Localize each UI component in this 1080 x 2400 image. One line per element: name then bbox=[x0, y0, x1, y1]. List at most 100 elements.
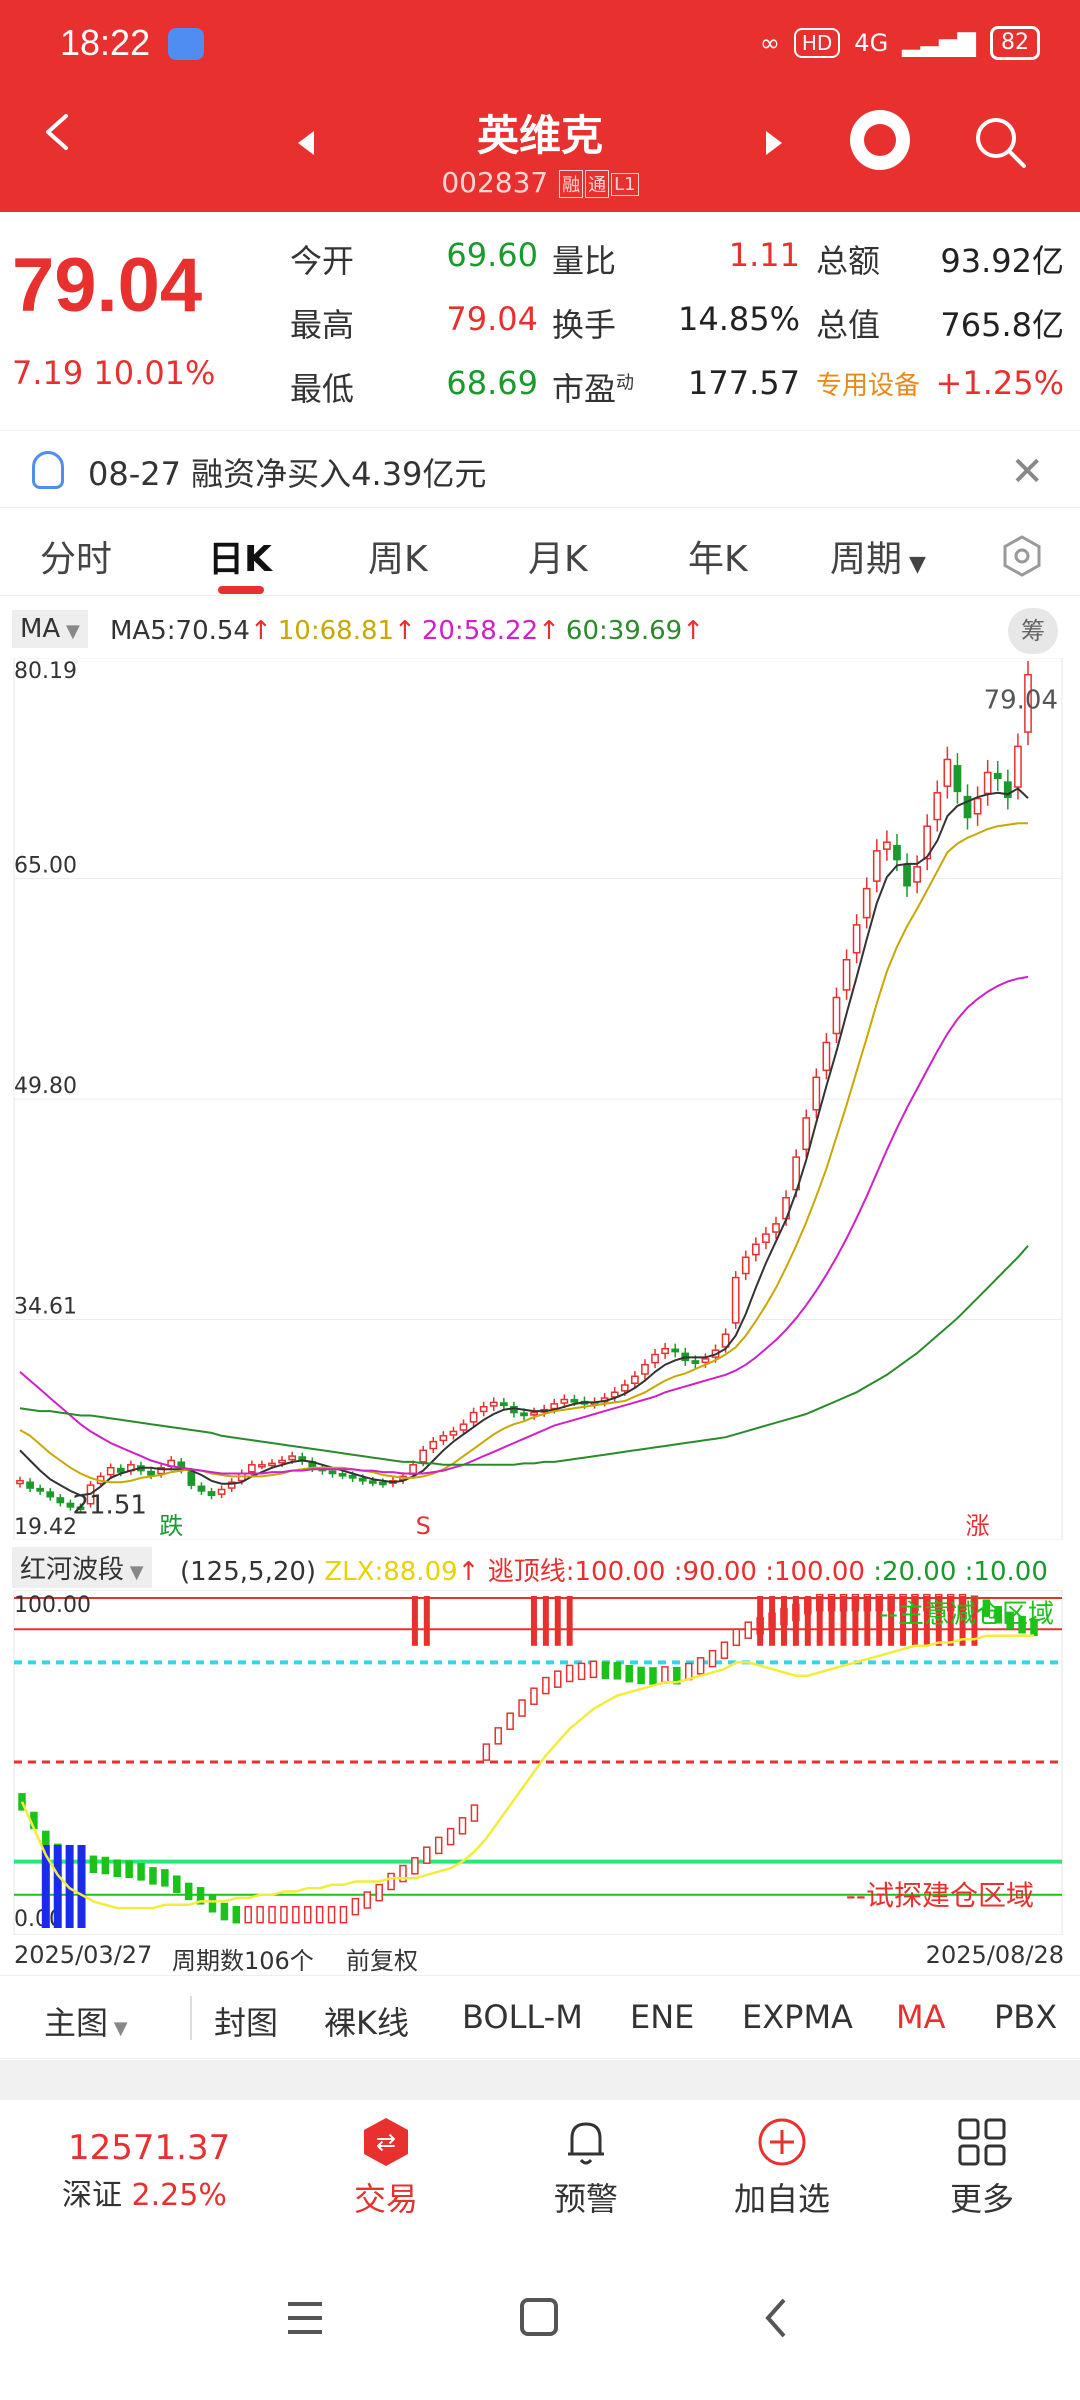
oscillator-bar bbox=[149, 1867, 157, 1885]
connect-tag: 通 bbox=[585, 170, 610, 198]
candle-body bbox=[903, 864, 911, 887]
ma-item-value: 68.81 bbox=[319, 616, 395, 646]
candle-body bbox=[479, 1406, 488, 1413]
assistant-mascot-icon[interactable] bbox=[850, 110, 910, 170]
search-icon[interactable] bbox=[972, 114, 1028, 170]
nav-trade[interactable]: ⇄ 交易 bbox=[316, 2116, 456, 2220]
itab-bare-k[interactable]: 裸K线 bbox=[324, 2004, 409, 2042]
escape-signal-bar bbox=[530, 1596, 537, 1646]
close-icon[interactable]: ✕ bbox=[1010, 449, 1044, 495]
indicator-chart[interactable]: 100.000.00--主意减仓区域--试探建仓区域 bbox=[0, 1590, 1080, 1935]
end-date: 2025/08/28 bbox=[925, 1941, 1064, 1969]
candle-body bbox=[358, 1477, 367, 1482]
quote-panel: 79.04 7.19 10.01% 今开 69.60 量比 1.11 总额 93.92亿最… bbox=[0, 212, 1080, 427]
candle-body bbox=[207, 1491, 216, 1497]
menu-icon[interactable] bbox=[288, 2302, 322, 2334]
index-value[interactable]: 12571.37 bbox=[68, 2128, 231, 2168]
itab-ma[interactable]: MA bbox=[896, 1998, 946, 2036]
ma-line-ma20 bbox=[19, 975, 1029, 1475]
nav-alert[interactable]: 预警 bbox=[516, 2116, 656, 2220]
itab-pbx[interactable]: PBX bbox=[994, 1998, 1058, 2036]
candlestick-chart[interactable]: 80.19 65.00 49.80 34.61 19.42 79.04 21.51 跌 S 涨 bbox=[0, 658, 1080, 1540]
oscillator-bar bbox=[1030, 1618, 1038, 1637]
candle-body bbox=[268, 1462, 276, 1467]
ma-item-value: 70.54 bbox=[175, 616, 250, 646]
quote-value: 1.11 bbox=[728, 236, 800, 274]
candle-body bbox=[691, 1360, 700, 1364]
oscillator-bar bbox=[637, 1666, 645, 1685]
candle-body bbox=[187, 1471, 196, 1486]
quote-label-text: 最高 bbox=[290, 306, 355, 344]
oscillator-bar bbox=[327, 1905, 336, 1924]
itab-expma[interactable]: EXPMA bbox=[742, 1998, 853, 2036]
main-chart-select[interactable]: 主图 ▼ bbox=[44, 1998, 128, 2044]
main-indicator-select[interactable]: MA ▼ bbox=[12, 610, 88, 648]
candle-body bbox=[983, 771, 992, 795]
tab-period[interactable]: 周期 ▼ bbox=[830, 530, 926, 582]
tab-yearly[interactable]: 年K bbox=[688, 539, 748, 580]
candle-body bbox=[26, 1481, 34, 1489]
settings-hexagon-icon[interactable] bbox=[1000, 534, 1044, 578]
candle-body bbox=[106, 1466, 115, 1476]
tab-daily[interactable]: 日K bbox=[208, 539, 272, 580]
candle-body bbox=[731, 1276, 740, 1324]
candle-body bbox=[772, 1223, 780, 1233]
candle-body bbox=[338, 1473, 347, 1477]
candle-body bbox=[56, 1497, 65, 1504]
nav-trade-label: 交易 bbox=[353, 2180, 418, 2218]
candle-body bbox=[520, 1412, 528, 1417]
oscillator-bar bbox=[220, 1902, 229, 1921]
candle-body bbox=[469, 1411, 478, 1423]
news-bar[interactable]: 08-27 融资净买入4.39亿元 ✕ bbox=[0, 430, 1080, 508]
quote-value: 14.85% bbox=[677, 300, 800, 338]
back-icon[interactable] bbox=[38, 112, 78, 152]
y-tick-label: 80.19 bbox=[14, 659, 77, 684]
index-name: 深证 bbox=[62, 2178, 122, 2213]
battery-icon: 82 bbox=[990, 26, 1040, 60]
divider bbox=[190, 1996, 192, 2040]
candle-body bbox=[610, 1391, 619, 1398]
quote-label: 最低 bbox=[290, 364, 354, 410]
escape-signal-bar bbox=[947, 1596, 954, 1646]
candle-body bbox=[550, 1403, 559, 1410]
itab-seal[interactable]: 封图 bbox=[214, 2004, 279, 2042]
oscillator-bar bbox=[434, 1836, 443, 1855]
escape-signal-bar bbox=[911, 1596, 918, 1646]
quote-label-text: 换手 bbox=[552, 306, 617, 344]
escape-value-5: :10.00 bbox=[964, 1557, 1048, 1587]
news-text[interactable]: 08-27 融资净买入4.39亿元 bbox=[88, 455, 487, 493]
home-icon[interactable] bbox=[520, 2298, 558, 2336]
high-price-label: 79.04 bbox=[984, 686, 1058, 716]
quote-label-text: 总值 bbox=[816, 306, 881, 344]
signal-icon: ▂▃▅▇ bbox=[902, 29, 976, 57]
escape-signal-bar bbox=[554, 1596, 561, 1646]
candle-body bbox=[247, 1464, 256, 1473]
status-time: 18:22 bbox=[60, 22, 151, 63]
previous-stock-icon[interactable] bbox=[296, 130, 316, 156]
zlx-line bbox=[20, 1634, 1035, 1910]
itab-boll-m[interactable]: BOLL-M bbox=[462, 1998, 583, 2036]
quote-label: 总额 bbox=[816, 236, 880, 282]
tab-weekly[interactable]: 周K bbox=[368, 539, 428, 580]
index-label[interactable]: 深证 2.25% bbox=[62, 2170, 227, 2214]
itab-ene[interactable]: ENE bbox=[630, 1998, 695, 2036]
arrow-up-icon: ↑ bbox=[682, 616, 704, 646]
sub-indicator-select[interactable]: 红河波段 ▼ bbox=[12, 1547, 152, 1588]
escape-signal-bar bbox=[888, 1596, 895, 1646]
tab-monthly[interactable]: 月K bbox=[528, 539, 588, 580]
ma-line-ma60 bbox=[19, 1245, 1029, 1466]
chevron-down-icon: ▼ bbox=[902, 552, 926, 577]
nav-more[interactable]: 更多 bbox=[912, 2116, 1052, 2220]
candle-body bbox=[721, 1333, 730, 1348]
nav-add-watchlist[interactable]: 加自选 bbox=[712, 2116, 852, 2220]
next-stock-icon[interactable] bbox=[764, 130, 784, 156]
quote-label: 量比 bbox=[552, 236, 616, 282]
back-nav-icon[interactable] bbox=[765, 2298, 786, 2338]
tab-intraday[interactable]: 分时 bbox=[40, 539, 113, 580]
chip-distribution-button[interactable]: 筹 bbox=[1008, 608, 1058, 654]
oscillator-bar bbox=[363, 1891, 372, 1909]
buy-signal-bar bbox=[77, 1845, 86, 1928]
main-chart-label: 主图 bbox=[44, 2004, 109, 2042]
ma-item: 10:68.81↑ bbox=[278, 616, 416, 646]
oscillator-bar bbox=[649, 1667, 657, 1685]
